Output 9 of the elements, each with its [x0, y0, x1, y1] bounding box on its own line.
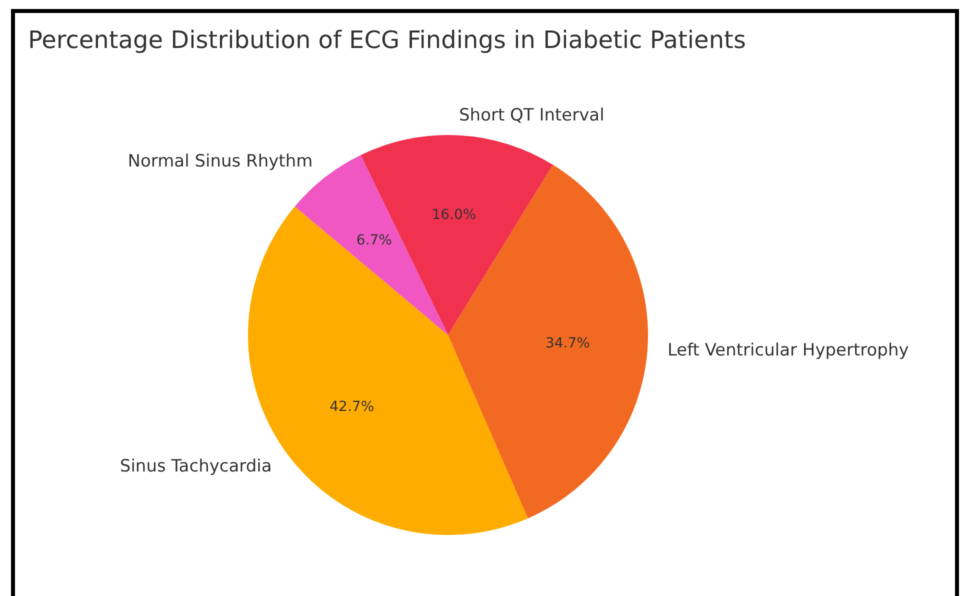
slice-label: Short QT Interval	[459, 105, 604, 126]
data-label: 16.0%	[432, 207, 476, 224]
data-label: 6.7%	[356, 232, 392, 248]
slice-label: Left Ventricular Hypertrophy	[667, 340, 909, 360]
data-label: 34.7%	[545, 335, 590, 352]
chart-title: Percentage Distribution of ECG Findings in Diabetic Patients	[28, 26, 746, 54]
data-label: 42.7%	[330, 398, 374, 415]
slice-label: Sinus Tachycardia	[120, 456, 272, 477]
slice-label: Normal Sinus Rhythm	[128, 152, 313, 172]
